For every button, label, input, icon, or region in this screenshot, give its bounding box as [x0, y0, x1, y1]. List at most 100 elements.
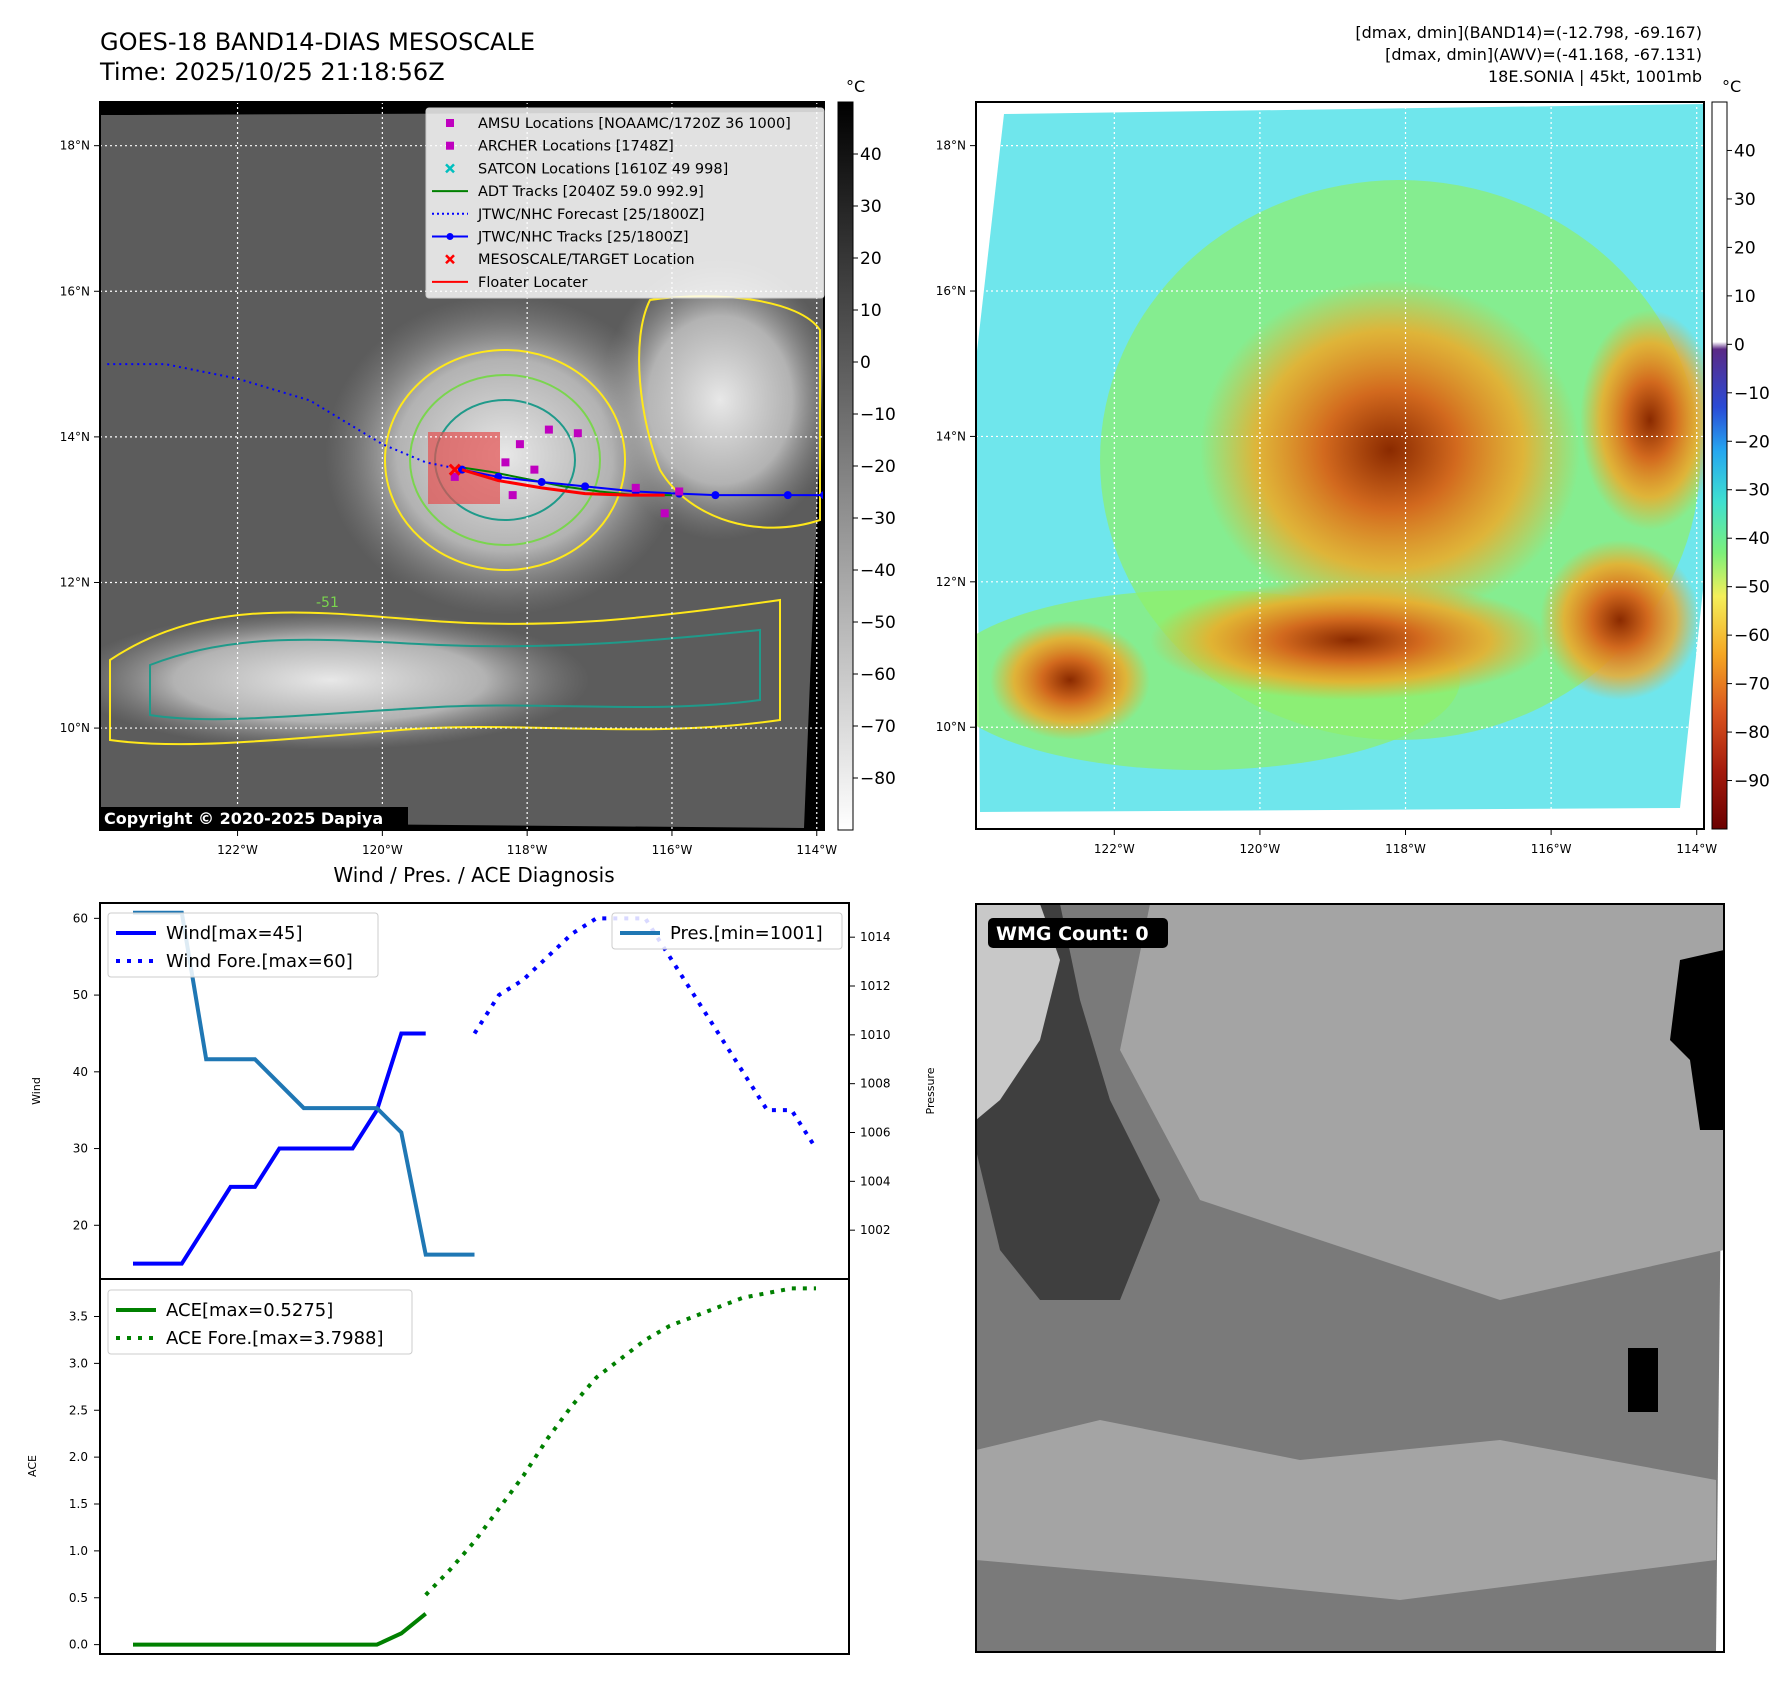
figure-title-line2: Time: 2025/10/25 21:18:56Z [99, 58, 445, 86]
ir-cloud-core [325, 295, 685, 615]
y2-tick-label: 1006 [860, 1126, 891, 1140]
ir-lon-ticks: 122°W 120°W 118°W 116°W 114°W [217, 830, 837, 857]
y2-tick-label: 1002 [860, 1223, 891, 1237]
ir-colorbar-tick-label: −30 [860, 509, 896, 529]
lon-tick-label: 118°W [507, 843, 548, 857]
ir-colorbar-tick-label: 20 [860, 249, 882, 269]
awv-colorbar-tick-label: 10 [1734, 287, 1756, 307]
lon-tick-label: 122°W [217, 843, 258, 857]
ir-panel: -51 18°N 16°N 14°N 12°N 10°N 122°W 120°W 118°W… [60, 101, 837, 857]
awv-gridlines [976, 102, 1704, 829]
target-marker [448, 463, 461, 476]
ir-contour-east [638, 295, 821, 529]
ir-legend-box [425, 107, 825, 299]
wmg-black-east [1670, 950, 1724, 1130]
y-tick-label: 50 [73, 988, 88, 1002]
y-tick-label: 1.0 [69, 1544, 88, 1558]
awv-colorbar-tick-label: −20 [1734, 432, 1770, 452]
legend-label: MESOSCALE/TARGET Location [478, 252, 695, 268]
amsu-location [501, 458, 510, 467]
y-tick-label: 1.5 [69, 1497, 88, 1511]
lon-tick-label: 118°W [1385, 842, 1426, 856]
y2-tick-label: 1014 [860, 930, 891, 944]
awv-colorbar: °C 40 30 20 10 0 −10 −20 −30 −40 −50 −60 −70 −80 −90 [1711, 77, 1770, 830]
chart-legend-label: ACE[max=0.5275] [166, 1300, 333, 1321]
ir-colorbar-tick-label: 40 [860, 145, 882, 165]
chart-legend-box [107, 1289, 413, 1355]
awv-colorbar-tick-label: −60 [1734, 626, 1770, 646]
y-tick-label: 20 [73, 1218, 88, 1232]
chart-legend-label: ACE Fore.[max=3.7988] [166, 1328, 384, 1349]
chart-legend: Pres.[min=1001] [611, 912, 843, 950]
ir-contour-band-inner [149, 628, 761, 721]
ir-colorbar-tick-label: −70 [860, 717, 896, 737]
lat-tick-label: 14°N [60, 430, 90, 444]
awv-colorbar-tick-label: 20 [1734, 238, 1756, 258]
lon-tick-label: 114°W [1676, 842, 1717, 856]
lat-tick-label: 12°N [936, 575, 966, 589]
y2-tick-label: 1008 [860, 1077, 891, 1091]
ir-colorbar-unit: °C [846, 77, 865, 96]
wmg-count-label: WMG Count: 0 [996, 923, 1149, 945]
ir-colorbar-tick-label: 30 [860, 197, 882, 217]
legend-entry: ARCHER Locations [1748Z] [446, 139, 674, 155]
legend-x-marker [445, 254, 455, 265]
amsu-location [660, 509, 669, 518]
ir-colorbar-tick-label: −50 [860, 613, 896, 633]
lat-tick-label: 12°N [60, 575, 90, 589]
wmg-panel: WMG Count: 0 [975, 903, 1725, 1653]
ir-colorbar-tick-label: −80 [860, 769, 896, 789]
awv-colorbar-tick-label: 40 [1734, 141, 1756, 161]
amsu-location [450, 472, 459, 481]
ir-colorbar-tick-label: −20 [860, 457, 896, 477]
floater-track [461, 468, 665, 497]
chart-legend-box [107, 912, 379, 978]
legend-square-marker [446, 119, 454, 127]
amsu-location [515, 440, 524, 449]
series-line [424, 1286, 816, 1597]
copyright-box [100, 807, 408, 830]
lat-tick-label: 10°N [936, 720, 966, 734]
legend-entry: AMSU Locations [NOAAMC/1720Z 36 1000] [446, 116, 791, 132]
y-tick-label: 3.5 [69, 1310, 88, 1324]
awv-band-southeast [1540, 540, 1700, 700]
awv-colorbar-tick-label: 0 [1734, 335, 1745, 355]
ir-contour-band [109, 598, 781, 746]
best-track-point [537, 478, 546, 487]
y2-tick-label: 1010 [860, 1028, 891, 1042]
ir-cloud-east [600, 260, 824, 540]
ir-cloud-band [100, 610, 590, 750]
y-tick-label: 30 [73, 1142, 88, 1156]
legend-label: JTWC/NHC Tracks [25/1800Z] [477, 230, 689, 246]
amsu-location [675, 487, 684, 496]
lat-tick-label: 18°N [60, 139, 90, 153]
ir-colorbar-tick-label: 0 [860, 353, 871, 373]
amsu-location [530, 465, 539, 474]
chart-legend-label: Wind[max=45] [166, 923, 303, 944]
awv-panel: 18°N 16°N 14°N 12°N 10°N 122°W 120°W 118°W 116°… [936, 101, 1717, 856]
amsu-location [544, 425, 553, 434]
lat-tick-label: 16°N [60, 284, 90, 298]
wind-axis-label: Wind [30, 1077, 43, 1105]
lat-tick-label: 18°N [936, 139, 966, 153]
wmg-frame [975, 903, 1725, 1653]
chart-legend-label: Pres.[min=1001] [670, 923, 823, 944]
y2-tick-label: 1012 [860, 979, 891, 993]
awv-colorbar-tick-label: −70 [1734, 675, 1770, 695]
diagnosis-title: Wind / Pres. / ACE Diagnosis [333, 863, 614, 887]
ir-contour-label: -51 [316, 595, 339, 611]
amsu-location [508, 491, 517, 500]
awv-lon-ticks: 122°W 120°W 118°W 116°W 114°W [1094, 829, 1717, 856]
copyright-text: Copyright © 2020-2025 Dapiya [104, 809, 383, 828]
ir-contour-ring1 [384, 349, 626, 571]
lon-tick-label: 120°W [1240, 842, 1281, 856]
legend-square-marker [446, 141, 454, 150]
lon-tick-label: 122°W [1094, 842, 1135, 856]
legend-x-marker [445, 163, 455, 174]
legend-label: Floater Locater [478, 275, 587, 291]
chart-legend-box [611, 912, 843, 950]
info-line2: [dmax, dmin](AWV)=(-41.168, -67.131) [1385, 45, 1702, 64]
legend-label: ARCHER Locations [1748Z] [478, 139, 674, 155]
best-track-point [711, 491, 720, 500]
ir-legend: AMSU Locations [NOAAMC/1720Z 36 1000] ARC… [425, 107, 825, 299]
